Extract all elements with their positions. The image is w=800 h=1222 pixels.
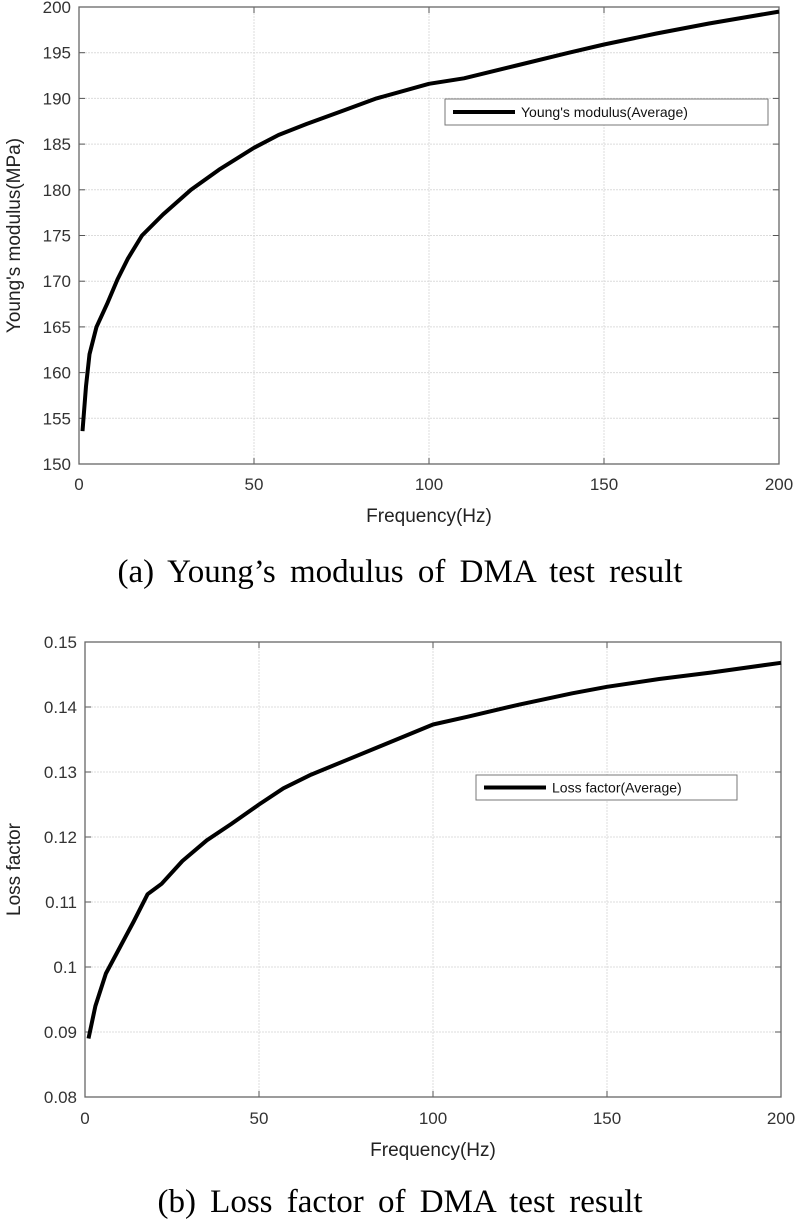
legend: Loss factor(Average) [475, 774, 738, 801]
y-tick-label: 175 [43, 227, 71, 246]
legend-label: Young's modulus(Average) [521, 104, 688, 120]
figure-caption: (b) Loss factor of DMA test result [157, 1184, 642, 1220]
legend-label: Loss factor(Average) [552, 780, 682, 796]
loss-factor-chart: 0 50 100 150 200 0.08 0.09 0.1 0.11 0.12 0.13 0.14 0… [4, 633, 795, 1220]
x-axis-label: Frequency(Hz) [370, 1140, 496, 1161]
y-tick-label: 0.13 [44, 763, 77, 782]
x-tick-label: 100 [419, 1109, 447, 1128]
y-tick-label: 0.15 [44, 633, 77, 652]
series-line [80, 9, 780, 432]
x-tick-label: 200 [765, 475, 793, 494]
x-axis-label: Frequency(Hz) [366, 506, 492, 527]
y-tick-label: 0.12 [44, 828, 77, 847]
y-tick-label: 180 [43, 181, 71, 200]
y-tick-label: 150 [43, 455, 71, 474]
youngs-modulus-chart: 0 50 100 150 200 150 155 160 165 170 175 180 185 190 1… [4, 0, 793, 590]
y-tick-label: 0.1 [53, 958, 77, 977]
x-tick-label: 150 [590, 475, 618, 494]
y-tick-label: 0.14 [44, 698, 77, 717]
y-tick-label: 190 [43, 89, 71, 108]
x-tick-label: 100 [415, 475, 443, 494]
y-tick-label: 0.11 [45, 893, 77, 912]
y-axis-label: Young's modulus(MPa) [4, 138, 25, 333]
y-tick-label: 170 [43, 272, 71, 291]
x-tick-label: 50 [250, 1109, 269, 1128]
y-tick-label: 155 [43, 409, 71, 428]
series-line [86, 660, 782, 1039]
figure-caption: (a) Young’s modulus of DMA test result [118, 554, 683, 590]
x-tick-label: 200 [767, 1109, 795, 1128]
x-tick-label: 150 [593, 1109, 621, 1128]
x-tick-label: 0 [80, 1109, 89, 1128]
y-tick-label: 0.08 [44, 1088, 77, 1107]
x-tick-label: 0 [74, 475, 83, 494]
y-axis-label: Loss factor [4, 822, 25, 916]
y-tick-label: 165 [43, 318, 71, 337]
plot-area-frame [84, 641, 782, 1098]
legend: Young's modulus(Average) [444, 98, 769, 126]
x-tick-label: 50 [245, 475, 264, 494]
y-tick-label: 0.09 [44, 1023, 77, 1042]
plot-area-frame [78, 6, 780, 465]
y-tick-label: 200 [43, 0, 71, 17]
y-tick-label: 160 [43, 364, 71, 383]
y-tick-label: 185 [43, 135, 71, 154]
y-tick-label: 195 [43, 44, 71, 63]
